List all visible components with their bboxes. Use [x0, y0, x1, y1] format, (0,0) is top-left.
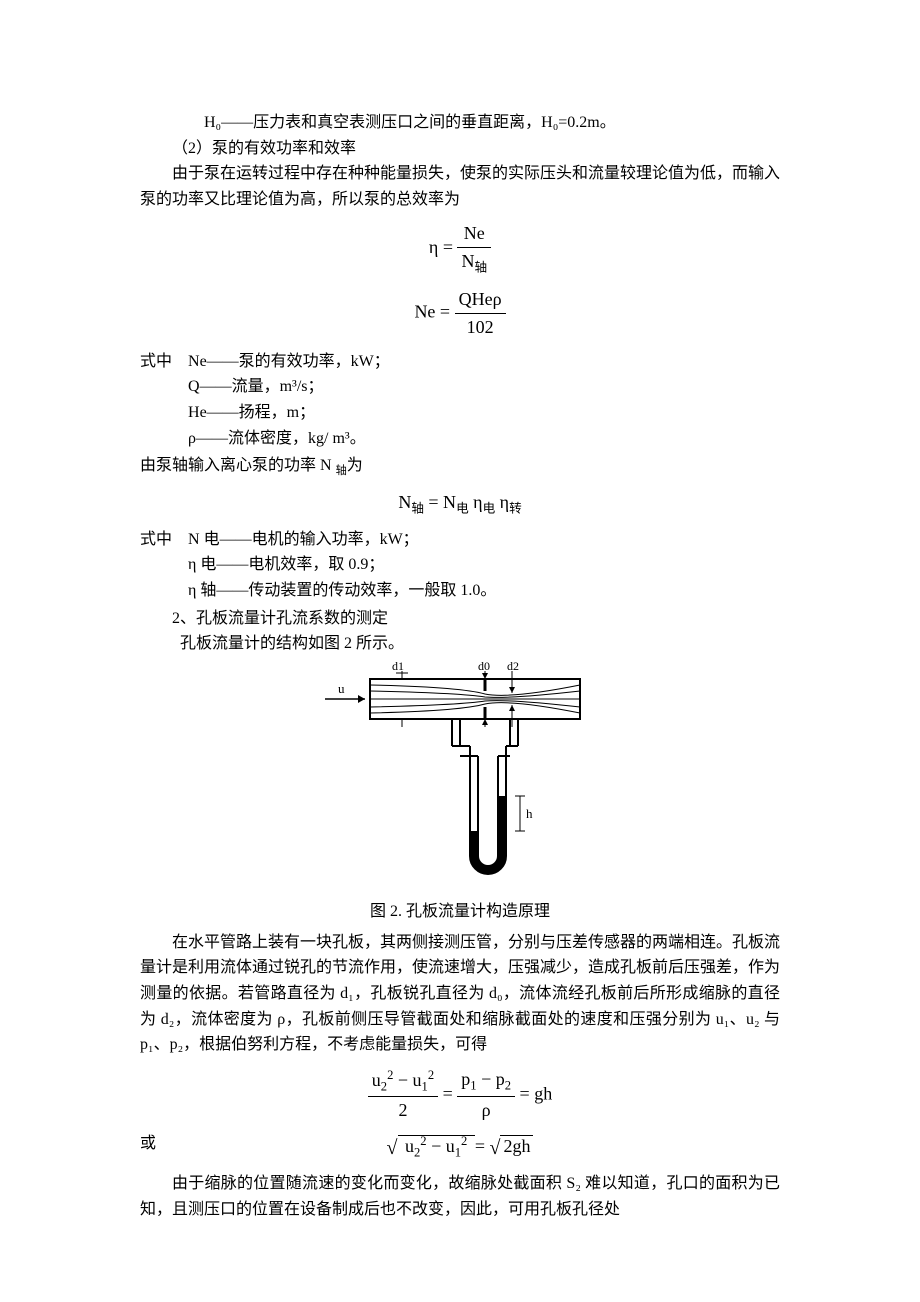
eq-part: η: [473, 492, 482, 512]
eq-numer: QHeρ: [455, 286, 506, 314]
def-prefix: 式中: [140, 527, 188, 553]
eq-numer: Ne: [457, 220, 491, 248]
def-line: η 电——电机效率，取 0.9；: [140, 552, 780, 578]
h0-definition: H₀——压力表和真空表测压口之间的垂直距离，H₀=0.2m。: [140, 110, 780, 136]
frac-lhs: u22 − u12 2: [368, 1066, 438, 1124]
axis-power-line: 由泵轴输入离心泵的功率 N 轴为: [140, 453, 780, 481]
def-he: He——扬程，m；: [188, 400, 315, 426]
label-d0: d0: [478, 661, 490, 673]
label-h: h: [526, 806, 533, 821]
eq-lhs: η =: [429, 237, 453, 257]
document-page: H₀——压力表和真空表测压口之间的垂直距离，H₀=0.2m。 （2）泵的有效功率…: [0, 0, 920, 1302]
intro-paragraph: 由于泵在运转过程中存在种种能量损失，使泵的实际压头和流量较理论值为低，而输入泵的…: [140, 161, 780, 212]
eq-fraction: Ne N轴: [457, 220, 491, 277]
def-line: η 轴——传动装置的传动效率，一般取 1.0。: [140, 578, 780, 604]
body-paragraph-orifice: 在水平管路上装有一块孔板，其两侧接测压管，分别与压差传感器的两端相连。孔板流量计…: [140, 930, 780, 1058]
eq-sub: 电: [483, 502, 496, 516]
def-line: ρ——流体密度，kg/ m³。: [140, 426, 780, 452]
eq-part: = N: [428, 492, 456, 512]
label-u: u: [338, 681, 345, 696]
def-indent: [140, 578, 188, 604]
num: p1 − p2: [457, 1066, 515, 1096]
section-2-intro: 孔板流量计的结构如图 2 所示。: [140, 631, 780, 657]
equation-bernoulli: u22 − u12 2 = p1 − p2 ρ = gh: [140, 1066, 780, 1124]
equation-ne: Ne = QHeρ 102: [140, 286, 780, 341]
def-line: He——扬程，m；: [140, 400, 780, 426]
eq-tail: = gh: [520, 1083, 553, 1103]
def-line: 式中 Ne——泵的有效功率，kW；: [140, 349, 780, 375]
eq-var: N: [398, 492, 411, 512]
def-rho: ρ——流体密度，kg/ m³。: [188, 426, 366, 452]
def-ndian: N 电——电机的输入功率，kW；: [188, 527, 419, 553]
def-q: Q——流量，m³/s；: [188, 374, 323, 400]
frac-rhs: p1 − p2 ρ: [457, 1066, 515, 1123]
eq-denom: 102: [455, 314, 506, 341]
def-indent: [140, 552, 188, 578]
definitions-block-1: 式中 Ne——泵的有效功率，kW； Q——流量，m³/s； He——扬程，m； …: [140, 349, 780, 451]
def-indent: [140, 374, 188, 400]
def-indent: [140, 426, 188, 452]
def-prefix: 式中: [140, 349, 188, 375]
axis-tail: 为: [347, 457, 363, 474]
eq-part: η: [500, 492, 509, 512]
def-etazhou: η 轴——传动装置的传动效率，一般取 1.0。: [188, 578, 496, 604]
label-d2: d2: [507, 661, 519, 673]
orifice-diagram: u d1 d0: [310, 661, 610, 886]
definitions-block-2: 式中 N 电——电机的输入功率，kW； η 电——电机效率，取 0.9； η 轴…: [140, 527, 780, 604]
def-indent: [140, 400, 188, 426]
eq-sub: 电: [456, 502, 469, 516]
subsection-2-heading: （2）泵的有效功率和效率: [140, 136, 780, 162]
axis-text: 由泵轴输入离心泵的功率 N: [140, 457, 336, 474]
eq-sub: 转: [509, 502, 522, 516]
figure-2: u d1 d0: [140, 661, 780, 894]
num: u22 − u12: [368, 1066, 438, 1097]
eq-mid: =: [443, 1083, 458, 1103]
axis-sub: 轴: [336, 465, 347, 477]
equation-sqrt: 或 √ u22 − u12 = √2gh: [140, 1132, 780, 1163]
equation-naxis: N轴 = N电 η电 η转: [140, 489, 780, 518]
section-2-title: 2、孔板流量计孔流系数的测定: [140, 606, 780, 632]
den: 2: [368, 1097, 438, 1124]
eq-sub: 轴: [411, 502, 424, 516]
eq-denom: N轴: [457, 248, 491, 277]
eq-prefix-or: 或: [140, 1132, 156, 1156]
def-ne: Ne——泵的有效功率，kW；: [188, 349, 390, 375]
def-line: Q——流量，m³/s；: [140, 374, 780, 400]
def-etadian: η 电——电机效率，取 0.9；: [188, 552, 384, 578]
label-d1: d1: [392, 661, 404, 673]
den: ρ: [457, 1097, 515, 1124]
eq-lhs: Ne =: [414, 301, 450, 321]
def-line: 式中 N 电——电机的输入功率，kW；: [140, 527, 780, 553]
equation-eta: η = Ne N轴: [140, 220, 780, 277]
figure-2-caption: 图 2. 孔板流量计构造原理: [140, 900, 780, 924]
body-paragraph-final: 由于缩脉的位置随流速的变化而变化，故缩脉处截面积 S₂ 难以知道，孔口的面积为已…: [140, 1171, 780, 1222]
eq-fraction: QHeρ 102: [455, 286, 506, 341]
